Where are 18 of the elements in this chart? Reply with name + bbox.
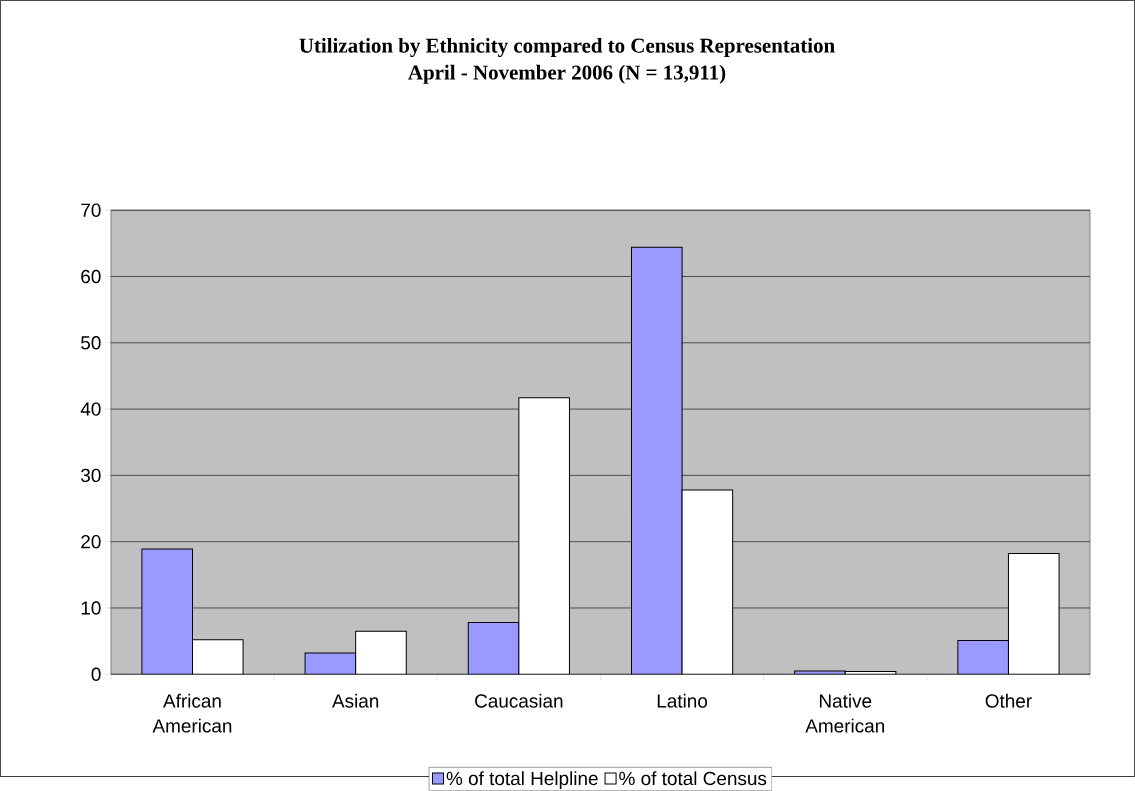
x-tick-label: Native American bbox=[805, 693, 884, 733]
y-tick-label: 40 bbox=[80, 402, 101, 416]
x-tick-label: Other bbox=[985, 693, 1032, 708]
chart-subtitle: April - November 2006 (N = 13,911) bbox=[408, 65, 726, 84]
chart-title: Utilization by Ethnicity compared to Census Representation bbox=[299, 38, 835, 58]
x-tick-label: Latino bbox=[657, 693, 708, 708]
legend-label: % of total Helpline bbox=[446, 771, 598, 790]
y-tick-label: 0 bbox=[91, 667, 101, 682]
y-tick-label: 10 bbox=[81, 601, 101, 615]
x-tick-label: African American bbox=[152, 693, 232, 733]
y-tick-label: 50 bbox=[81, 336, 101, 350]
x-tick-label: Asian bbox=[332, 693, 379, 708]
y-tick-label: 60 bbox=[81, 269, 101, 284]
y-tick-label: 20 bbox=[81, 535, 101, 549]
y-tick-label: 70 bbox=[81, 203, 101, 218]
legend-label: % of total Census bbox=[619, 771, 767, 786]
x-tick-label: Caucasian bbox=[475, 693, 563, 708]
y-tick-label: 30 bbox=[81, 468, 101, 483]
